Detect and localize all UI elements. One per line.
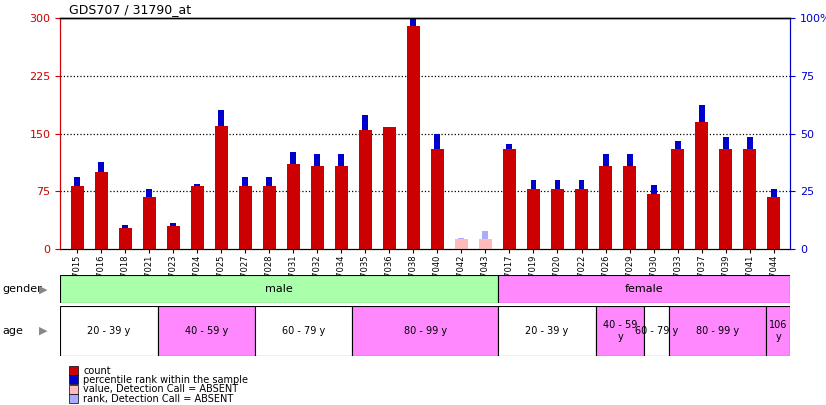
Bar [146,189,152,197]
Bar [382,128,396,249]
Bar [70,186,83,249]
Text: 106
y: 106 y [769,320,787,342]
Text: 80 - 99 y: 80 - 99 y [695,326,739,336]
Bar [353,306,498,356]
Text: percentile rank within the sample: percentile rank within the sample [83,375,249,385]
Bar [60,306,158,356]
Text: count: count [83,366,111,375]
Bar [551,189,564,249]
Bar [98,162,104,172]
Text: gender: gender [2,284,42,294]
Bar [290,152,297,164]
Text: 60 - 79 y: 60 - 79 y [635,326,678,336]
Bar [530,180,536,189]
Bar [767,197,781,249]
Bar [671,149,684,249]
Bar [644,306,669,356]
Bar [599,166,612,249]
Bar [411,8,416,26]
Text: 60 - 79 y: 60 - 79 y [282,326,325,336]
Bar [158,306,255,356]
Text: 40 - 59 y: 40 - 59 y [185,326,228,336]
Bar [554,180,561,189]
Bar [431,149,444,249]
Text: GDS707 / 31790_at: GDS707 / 31790_at [69,3,191,16]
Bar [771,189,776,197]
Text: value, Detection Call = ABSENT: value, Detection Call = ABSENT [83,384,239,394]
Bar [479,239,492,249]
Bar [743,149,757,249]
Bar [170,223,176,226]
Bar [255,306,353,356]
Bar [602,154,609,166]
Bar [506,144,512,149]
Bar [596,306,644,356]
Bar [669,306,767,356]
Bar [458,237,464,239]
Bar [651,185,657,194]
Bar [482,230,488,239]
Bar [167,226,180,249]
Bar [527,189,540,249]
Bar [747,136,752,149]
Text: ▶: ▶ [39,284,47,294]
Bar [647,194,660,249]
Bar [335,166,348,249]
Text: age: age [2,326,23,336]
Bar [191,186,204,249]
Bar [575,189,588,249]
Bar [143,197,156,249]
Bar [218,111,224,126]
Bar [315,154,320,166]
Text: 40 - 59
y: 40 - 59 y [603,320,638,342]
Bar [266,177,273,186]
Text: 20 - 39 y: 20 - 39 y [525,326,569,336]
Bar [503,149,516,249]
Bar [194,184,200,186]
Bar [406,26,420,249]
Bar [695,122,708,249]
Bar [60,275,498,303]
Bar [119,228,132,249]
Bar [675,141,681,149]
Text: male: male [265,284,293,294]
Bar [311,166,324,249]
Bar [434,134,440,149]
Bar [498,306,596,356]
Bar [699,105,705,122]
Bar [455,239,468,249]
Text: 20 - 39 y: 20 - 39 y [88,326,131,336]
Bar [339,153,344,166]
Bar [215,126,228,249]
Bar [767,306,790,356]
Text: 80 - 99 y: 80 - 99 y [404,326,447,336]
Bar [358,130,372,249]
Bar [723,136,729,149]
Bar [719,149,732,249]
Text: ▶: ▶ [39,326,47,336]
Bar [239,186,252,249]
Bar [387,127,392,128]
Bar [242,177,249,186]
Bar [74,177,80,186]
Bar [627,153,633,166]
Bar [623,166,636,249]
Bar [578,180,585,189]
Bar [498,275,790,303]
Bar [122,225,128,228]
Bar [94,172,107,249]
Text: female: female [625,284,664,294]
Bar [363,115,368,130]
Bar [287,164,300,249]
Text: rank, Detection Call = ABSENT: rank, Detection Call = ABSENT [83,394,234,403]
Bar [263,186,276,249]
